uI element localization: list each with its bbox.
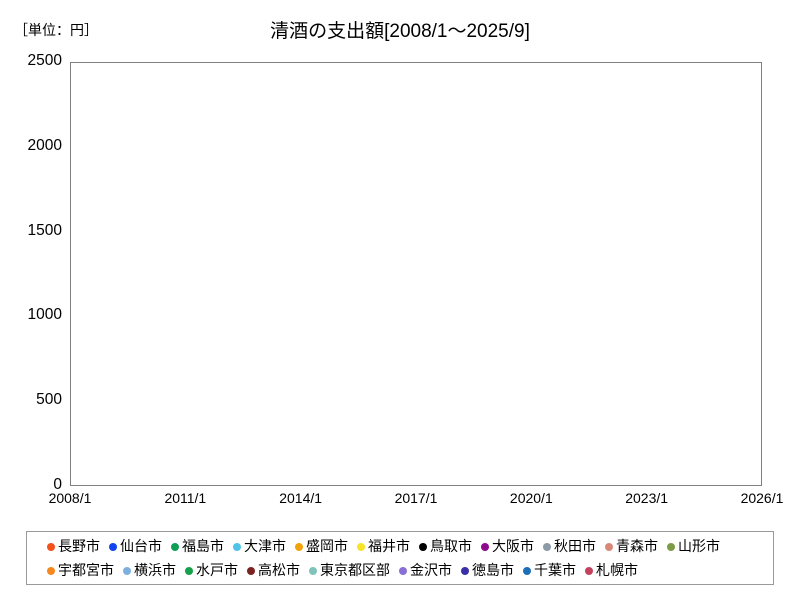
legend-item-金沢市[interactable]: 金沢市 (399, 564, 452, 578)
plot-area (70, 62, 762, 486)
legend-marker-icon (667, 543, 675, 551)
legend-item-長野市[interactable]: 長野市 (47, 540, 100, 554)
y-tick-0: 0 (53, 476, 62, 493)
legend-item-大津市[interactable]: 大津市 (233, 540, 286, 554)
legend-row-2: 宇都宮市 横浜市 水戸市 高松市 東京都区部 金沢市 徳島市 千葉市 札幌市 (27, 559, 773, 583)
x-tick-2014-1: 2014/1 (279, 490, 323, 506)
legend-label: 横浜市 (134, 563, 176, 579)
legend: 長野市 仙台市 福島市 大津市 盛岡市 福井市 鳥取市 大阪市 秋田市 青森市 山形市 宇都宮市 横浜… (26, 531, 774, 585)
x-tick-2023-1: 2023/1 (625, 490, 669, 506)
unit-label: ［単位：円］ (14, 22, 98, 38)
legend-item-札幌市[interactable]: 札幌市 (585, 564, 638, 578)
legend-item-山形市[interactable]: 山形市 (667, 540, 720, 554)
legend-marker-icon (605, 543, 613, 551)
legend-marker-icon (481, 543, 489, 551)
plot-border (70, 62, 762, 486)
x-tick-2017-1: 2017/1 (394, 490, 438, 506)
legend-label: 札幌市 (596, 563, 638, 579)
legend-marker-icon (399, 567, 407, 575)
legend-label: 福井市 (368, 539, 410, 555)
legend-marker-icon (47, 567, 55, 575)
legend-label: 仙台市 (120, 539, 162, 555)
legend-marker-icon (47, 543, 55, 551)
legend-label: 宇都宮市 (58, 563, 114, 579)
legend-label: 山形市 (678, 539, 720, 555)
legend-label: 金沢市 (410, 563, 452, 579)
legend-marker-icon (109, 543, 117, 551)
legend-label: 大津市 (244, 539, 286, 555)
x-tick-2026-1: 2026/1 (740, 490, 784, 506)
x-tick-2011-1: 2011/1 (164, 490, 207, 506)
legend-row-1: 長野市 仙台市 福島市 大津市 盛岡市 福井市 鳥取市 大阪市 秋田市 青森市 山形市 (27, 535, 773, 559)
legend-marker-icon (419, 543, 427, 551)
legend-label: 青森市 (616, 539, 658, 555)
legend-item-盛岡市[interactable]: 盛岡市 (295, 540, 348, 554)
page-title: 清酒の支出額[2008/1～2025/9] (270, 21, 530, 42)
legend-label: 大阪市 (492, 539, 534, 555)
x-tick-2020-1: 2020/1 (509, 490, 553, 506)
legend-item-横浜市[interactable]: 横浜市 (123, 564, 176, 578)
legend-item-大阪市[interactable]: 大阪市 (481, 540, 534, 554)
legend-label: 東京都区部 (320, 563, 390, 579)
legend-marker-icon (543, 543, 551, 551)
legend-marker-icon (585, 567, 593, 575)
legend-marker-icon (461, 567, 469, 575)
legend-item-千葉市[interactable]: 千葉市 (523, 564, 576, 578)
y-tick-2500: 2500 (27, 52, 62, 69)
y-tick-500: 500 (36, 391, 62, 409)
legend-item-青森市[interactable]: 青森市 (605, 540, 658, 554)
y-tick-1000: 1000 (27, 306, 62, 324)
y-tick-2000: 2000 (27, 136, 62, 154)
legend-item-東京都区部[interactable]: 東京都区部 (309, 564, 390, 578)
legend-item-水戸市[interactable]: 水戸市 (185, 564, 238, 578)
legend-item-高松市[interactable]: 高松市 (247, 564, 300, 578)
legend-item-福井市[interactable]: 福井市 (357, 540, 410, 554)
legend-item-秋田市[interactable]: 秋田市 (543, 540, 596, 554)
legend-marker-icon (523, 567, 531, 575)
legend-marker-icon (233, 543, 241, 551)
legend-item-福島市[interactable]: 福島市 (171, 540, 224, 554)
legend-label: 福島市 (182, 539, 224, 555)
legend-label: 盛岡市 (306, 539, 348, 555)
legend-marker-icon (295, 543, 303, 551)
legend-marker-icon (123, 567, 131, 575)
legend-item-徳島市[interactable]: 徳島市 (461, 564, 514, 578)
legend-marker-icon (357, 543, 365, 551)
legend-label: 長野市 (58, 539, 100, 555)
legend-label: 秋田市 (554, 539, 596, 555)
legend-item-宇都宮市[interactable]: 宇都宮市 (47, 564, 114, 578)
legend-marker-icon (309, 567, 317, 575)
legend-label: 鳥取市 (430, 539, 472, 555)
legend-label: 高松市 (258, 563, 300, 579)
legend-marker-icon (185, 567, 193, 575)
legend-label: 千葉市 (534, 563, 576, 579)
legend-marker-icon (247, 567, 255, 575)
y-tick-1500: 1500 (27, 221, 62, 239)
legend-item-仙台市[interactable]: 仙台市 (109, 540, 162, 554)
legend-item-鳥取市[interactable]: 鳥取市 (419, 540, 472, 554)
legend-label: 水戸市 (196, 563, 238, 579)
legend-marker-icon (171, 543, 179, 551)
x-tick-2008-1: 2008/1 (48, 490, 92, 506)
legend-label: 徳島市 (472, 563, 514, 579)
